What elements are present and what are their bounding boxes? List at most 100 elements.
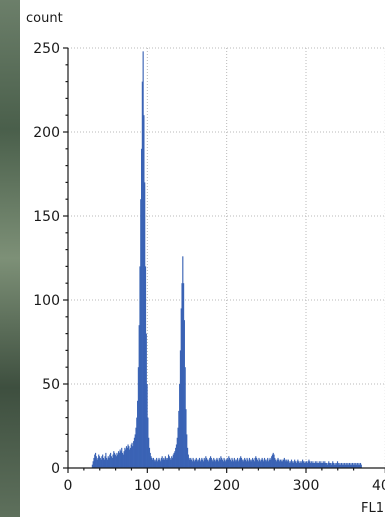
histogram-bar [212, 461, 214, 468]
histogram-bar [114, 452, 116, 468]
histogram-bar [218, 457, 220, 468]
histogram-bar [307, 461, 309, 468]
histogram-bar [217, 459, 219, 468]
histogram-bar [356, 462, 358, 468]
histogram-bar [219, 459, 221, 468]
histogram-bar [163, 459, 166, 468]
histogram-bar [339, 462, 341, 468]
histogram-bar [159, 459, 161, 468]
histogram-bar [350, 462, 352, 468]
histogram-bar [215, 459, 217, 468]
x-tick-label: 300 [293, 478, 320, 494]
histogram-bar [286, 461, 289, 468]
histogram-bar [321, 462, 324, 468]
histogram-bar [250, 461, 252, 468]
histogram-bar [153, 459, 155, 468]
histogram-bar [152, 459, 154, 468]
histogram-bar [234, 459, 236, 468]
histogram-bar [357, 464, 359, 468]
histogram-bar [119, 449, 121, 468]
histogram-bar [290, 461, 292, 468]
histogram-bar [193, 459, 195, 468]
histogram-bar [190, 459, 193, 468]
histogram-bar [248, 461, 250, 468]
histogram-bar [125, 449, 127, 468]
histogram-bar [137, 400, 139, 468]
histogram-bar [170, 459, 172, 468]
histogram-bar [94, 454, 96, 468]
histogram-bar [221, 457, 223, 468]
histogram-bar [235, 461, 237, 468]
histogram-bar [204, 459, 206, 468]
histogram-bar [160, 461, 162, 468]
histogram-bar [200, 459, 202, 468]
histogram-bar [118, 452, 120, 468]
histogram-bar [353, 462, 355, 468]
histogram-bar [178, 410, 180, 468]
histogram-bar [191, 461, 193, 468]
histogram-bar [252, 457, 254, 468]
histogram-bar [179, 350, 182, 468]
histogram-bar [255, 456, 257, 468]
histogram-bar [130, 444, 132, 468]
histogram-bar [110, 456, 112, 468]
histogram-bar [321, 462, 323, 468]
x-tick-label: 200 [213, 478, 240, 494]
histogram-bar [244, 459, 247, 468]
histogram-bar [267, 461, 270, 468]
y-tick-label: 50 [42, 377, 60, 393]
histogram-bar [152, 457, 155, 468]
histogram-bar [197, 461, 199, 468]
histogram-bar [245, 461, 247, 468]
histogram-bar [201, 457, 203, 468]
histogram-bar [154, 461, 156, 468]
histogram-bar [305, 462, 307, 468]
histogram-bar [327, 462, 329, 468]
histogram-bar [340, 464, 342, 468]
histogram-panel: 0 50 100 150 200 250 0 100 200 300 400 count FL1 [20, 0, 385, 517]
histogram-bar [185, 409, 187, 468]
histogram-bar [230, 461, 232, 468]
histogram-bar [222, 461, 224, 468]
histogram-bar [175, 444, 178, 468]
histogram-bar [331, 462, 333, 468]
histogram-bar [275, 461, 277, 468]
histogram-bar [96, 459, 98, 468]
histogram-bar [298, 461, 300, 468]
histogram-bar [148, 437, 150, 468]
histogram-bar [229, 457, 231, 468]
histogram-bar [115, 456, 117, 468]
histogram-bar [108, 457, 110, 468]
histogram-bar [288, 461, 290, 468]
histogram-bar [207, 461, 209, 468]
histogram-bar [106, 457, 108, 468]
histogram-bar [91, 464, 93, 468]
histogram-bar [354, 464, 356, 468]
histogram-bar [260, 459, 262, 468]
histogram-bar [227, 459, 229, 468]
histogram-bar [192, 457, 194, 468]
histogram-bar [343, 464, 345, 468]
histogram-bar [336, 462, 338, 468]
histogram-bar [233, 457, 235, 468]
histogram-bar [337, 462, 339, 468]
histogram-bar [174, 451, 176, 468]
histogram-bar [352, 462, 354, 468]
x-tick-label: 0 [64, 478, 73, 494]
histogram-bar [189, 459, 191, 468]
histogram-bar [298, 462, 301, 468]
histogram-bar [295, 462, 297, 468]
histogram-bar [323, 462, 325, 468]
histogram-bar [142, 51, 144, 469]
histogram-bar [206, 457, 208, 468]
histogram-bar [292, 462, 294, 468]
histogram-bar [143, 115, 145, 468]
histogram-bar [304, 461, 306, 468]
histogram-bar [210, 457, 212, 468]
histogram-bar [167, 457, 169, 468]
histogram-bar [213, 457, 215, 468]
histogram-bar [100, 459, 102, 468]
histogram-bar [259, 459, 261, 468]
histogram-bar [103, 459, 105, 468]
histogram-bar [175, 447, 177, 468]
